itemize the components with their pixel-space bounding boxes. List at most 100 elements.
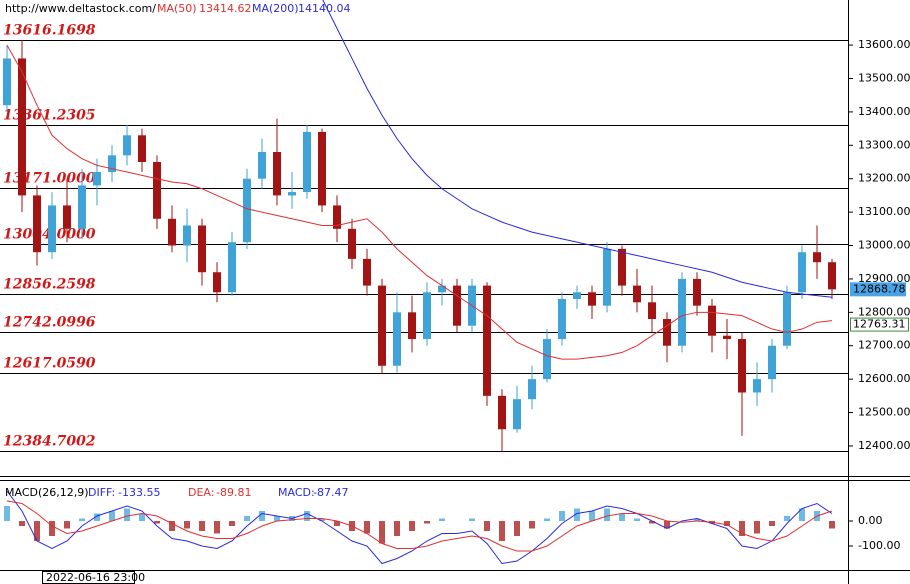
macd-bar [409,521,415,531]
macd-legend: DEA: [188,486,214,499]
candle-body [483,285,491,396]
ma-line [322,0,833,298]
y-tick-label: -100.00 [858,539,900,552]
macd-legend: DIFF: [88,486,115,499]
macd-bar [19,521,25,526]
candle-body [408,312,416,340]
ma-tag [850,317,909,332]
candle-body [93,172,101,186]
macd-bar [634,518,640,521]
candle-body [513,399,521,430]
candle-body [768,345,776,380]
macd-bar [484,521,490,531]
y-tick-label: 13200.00 [858,172,910,185]
ma-tag-label: 12763.31 [853,318,906,331]
macd-bar [739,521,745,536]
candle-body [438,285,446,293]
macd-bar [4,506,10,521]
candle-body [558,298,566,340]
candle-body [3,58,11,106]
level-label: 13361.2305 [3,108,96,124]
macd-bar [574,508,580,521]
candle-body [153,162,161,219]
ma-legend-value: 13414.62 [199,2,252,15]
macd-bar [169,521,175,531]
level-label: 12384.7002 [3,434,96,450]
candle-body [213,272,221,293]
candle-body [123,135,131,156]
candle-body [228,242,236,293]
level-label: 12617.0590 [3,356,96,372]
candle-body [243,178,251,243]
macd-title: MACD(26,12,9) [5,486,89,499]
macd-bar [499,521,505,541]
ma-legend: MA(200) [252,2,299,15]
price-panel: 13616.169813361.230513171.000013004.0000… [0,0,848,452]
macd-bar [694,518,700,521]
candle-body [273,151,281,196]
candle-body [333,205,341,229]
candle-body [198,225,206,273]
candle-body [498,395,506,430]
candle-body [693,278,701,306]
macd-bar [304,511,310,521]
y-tick-label: 13400.00 [858,105,910,118]
level-label: 12742.0996 [3,315,96,331]
candle-body [528,379,536,400]
macd-bar [364,521,370,534]
candle-body [138,135,146,163]
candle-body [708,305,716,336]
candle-body [303,131,311,193]
y-tick-label: 13000.00 [858,239,910,252]
candle-body [258,151,266,179]
candle-body [63,205,71,229]
macd-bar [79,518,85,521]
macd-bar [424,521,430,524]
macd-bar [544,518,550,521]
last-price-label: 12868.78 [853,282,906,295]
macd-legend-value: -87.47 [313,486,348,499]
macd-bar [64,521,70,529]
macd-bar [139,513,145,521]
candle-body [168,218,176,246]
macd-bar [724,521,730,526]
candle-body [78,185,86,229]
crosshair-date: 2022-06-16 23:00 [46,571,145,584]
macd-bar [319,518,325,521]
candle-body [723,335,731,340]
macd-bar [394,521,400,536]
y-tick-label: 12800.00 [858,305,910,318]
candle-body [318,131,326,206]
last-price-tag [850,282,906,297]
y-tick-label: 13600.00 [858,38,910,51]
overlay: 12400.00 12500.00 12600.00 12700.00 12800.00… [848,38,910,552]
macd-bar [619,513,625,521]
macd-bar [184,521,190,529]
macd-bar [529,521,535,529]
ma-legend: MA(50) [157,2,197,15]
candle-body [588,292,596,306]
macd-bar [469,518,475,521]
candle-body [783,292,791,346]
macd-legend-value: -89.81 [216,486,251,499]
candle-body [378,285,386,366]
candle-body [393,312,401,366]
macd-bar [109,511,115,521]
macd-bar [334,521,340,526]
candle-body [348,228,356,259]
macd-line [6,500,833,552]
macd-bar [124,508,130,521]
candle-body [543,339,551,380]
candle-body [48,205,56,253]
candle-body [108,155,116,173]
y-tick-label: 0.00 [858,514,883,527]
ma-line [6,44,833,360]
macd-legend-value: -133.55 [118,486,160,499]
candle-body [798,252,806,293]
y-tick-label: 12900.00 [858,272,910,285]
y-tick-label: 13100.00 [858,205,910,218]
macd-bar [154,521,160,524]
candle-body [738,339,746,393]
macd-bar [649,521,655,524]
